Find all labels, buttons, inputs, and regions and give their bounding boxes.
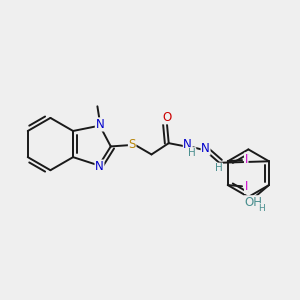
Text: I: I	[244, 180, 248, 194]
Text: S: S	[128, 138, 136, 151]
Text: N: N	[95, 118, 104, 131]
Text: N: N	[201, 142, 210, 155]
Text: N: N	[183, 138, 192, 152]
Text: OH: OH	[244, 196, 262, 209]
Text: H: H	[188, 148, 196, 158]
Text: H: H	[215, 163, 223, 173]
Text: N: N	[95, 160, 104, 173]
Text: O: O	[162, 111, 172, 124]
Text: I: I	[244, 153, 248, 166]
Text: H: H	[258, 204, 265, 213]
